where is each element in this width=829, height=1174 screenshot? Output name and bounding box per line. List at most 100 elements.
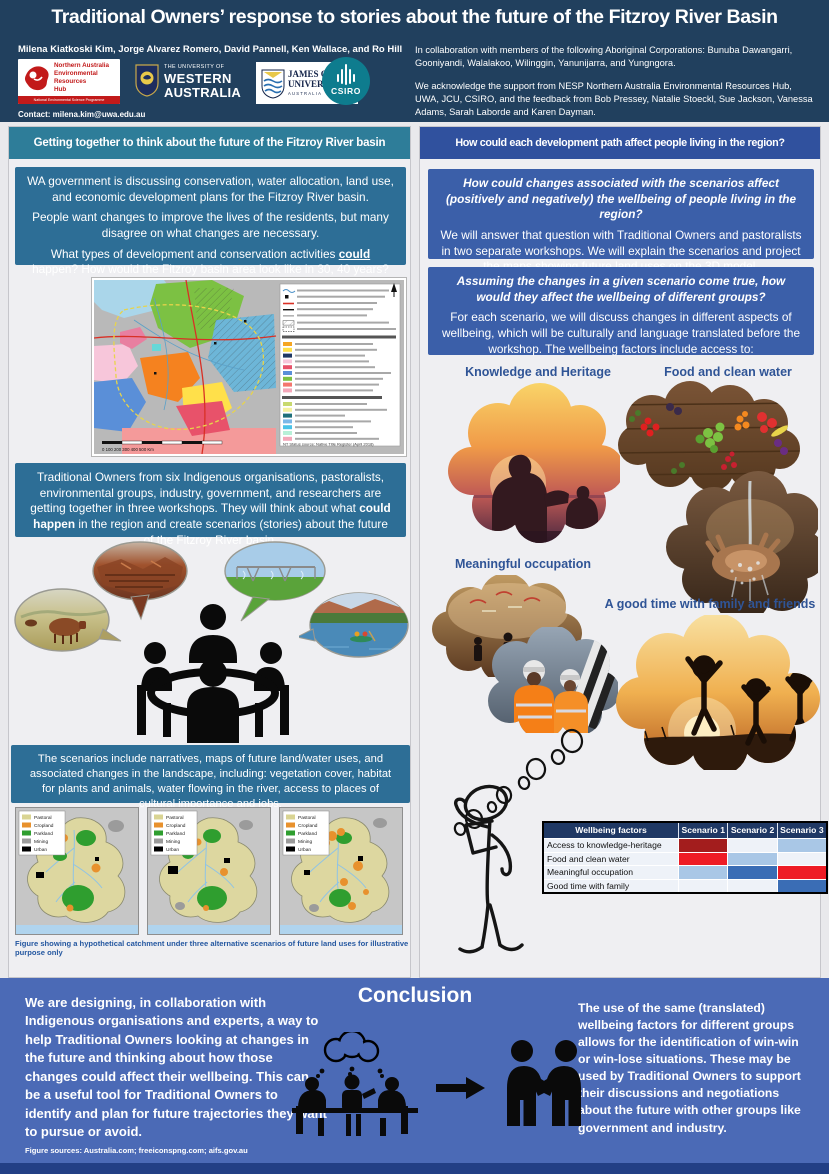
workshop-discussion-icon [292,1032,418,1136]
svg-text:Parkland: Parkland [298,831,317,837]
scenario-map-legend: Pastoral Cropland Parkland Mining Urban [282,810,330,856]
photo-bubble-mining-gorge [92,541,188,621]
svg-text:Mining: Mining [298,839,312,845]
native-title-map: 0 100 200 300 400 500 Km [91,277,407,457]
map-legend: NT Status source: Native Title Register … [279,283,401,447]
scenario-map-legend: Pastoral Cropland Parkland Mining Urban [18,810,66,856]
scenarios-paragraph: The scenarios include narratives, maps o… [29,753,392,810]
thinking-stick-figure [453,784,524,954]
svg-text:Urban: Urban [34,847,47,853]
left-column-heading: Getting together to think about the futu… [9,127,410,159]
collaboration-text: In collaboration with members of the fol… [415,45,793,68]
hub-logo-text: Northern Australia Environmental Resourc… [54,62,110,93]
heat-cell [776,879,826,892]
intro-paragraph-2: People want changes to improve the lives… [32,210,389,241]
heat-cell [678,879,728,892]
nesp-hub-logo: Northern Australia Environmental Resourc… [18,59,120,104]
answer-2: For each scenario, we will discuss chang… [441,310,801,356]
figure-sources: Figure sources: Australia.com; freeicons… [25,1146,248,1155]
jcu-shield-icon [261,69,285,99]
photo-bubble-cattle [14,588,122,652]
heat-cell [678,852,728,865]
csiro-wave-icon [337,64,355,85]
heat-cell [727,879,777,892]
heat-cell [678,866,728,879]
uwa-logo-top: THE UNIVERSITY OF [164,64,225,70]
svg-text:Cropland: Cropland [166,823,186,829]
uwa-logo-mid: WESTERN [164,71,232,86]
svg-text:Pastoral: Pastoral [298,815,316,821]
conclusion-icons [288,1028,581,1138]
right-question-box-1: How could changes associated with the sc… [428,169,814,273]
svg-text:Urban: Urban [166,847,179,853]
csiro-logo-text: CSIRO [331,86,361,96]
food-bush-tucker-photo-cloud [618,381,800,491]
conclusion-left-text: We are designing, in collaboration with … [25,995,327,1140]
table-row: Meaningful occupation [544,865,826,879]
map-source-note: NT Status source: Native Title Register … [283,442,374,447]
svg-text:0 100 200 300: 0 100 200 300 400 500 Km [102,447,154,452]
intro-paragraph-3: What types of development and conservati… [32,246,389,277]
workshops-paragraph: Traditional Owners from six Indigenous o… [30,470,391,547]
heat-cell [678,839,728,852]
handshake-agreement-icon [507,1040,581,1126]
svg-text:Mining: Mining [166,839,180,845]
svg-text:Pastoral: Pastoral [34,815,52,821]
hub-australia-icon [24,66,49,91]
hub-logo-band: National Environmental Science Programme [18,96,120,104]
table-row: Good time with family [544,878,826,892]
table-header-row: Wellbeing factors Scenario 1 Scenario 2 … [544,823,826,838]
jcu-logo-line3: AUSTRALIA [288,91,323,96]
answer-1: We will answer that question with Tradit… [440,228,802,273]
factor-food-heading: Food and clean water [664,365,792,379]
left-column: Getting together to think about the futu… [8,126,411,978]
table-header-factors: Wellbeing factors [544,823,680,838]
family-kids-photo-cloud [616,615,820,770]
map-scale-bar: 0 100 200 300 400 500 Km [102,440,223,452]
wellbeing-factors-table: Wellbeing factors Scenario 1 Scenario 2 … [542,821,828,894]
heat-cell [776,852,826,865]
heat-cell [727,839,777,852]
jcu-logo-line1: JAMES COOK [288,69,349,79]
svg-text:Parkland: Parkland [34,831,53,837]
scenario-map-2: Pastoral Cropland Parkland Mining Urban [147,807,271,935]
acknowledgement-text: We acknowledge the support from NESP Nor… [415,81,813,117]
svg-text:Mining: Mining [34,839,48,845]
photo-bubble-irrigation [224,541,326,622]
heat-cell [776,839,826,852]
table-row: Food and clean water [544,851,826,865]
native-title-map-graphic: 0 100 200 300 400 500 Km [93,279,404,455]
uwa-logo: THE UNIVERSITY OF WESTERN AUSTRALIA [134,60,246,104]
left-workshops-box: Traditional Owners from six Indigenous o… [15,463,406,547]
left-scenarios-box: The scenarios include narratives, maps o… [11,745,410,810]
factor-knowledge-heading: Knowledge and Heritage [465,365,611,379]
csiro-logo: CSIRO [322,57,370,105]
authors-line: Milena Kiatkoski Kim, Jorge Alvarez Rome… [18,44,403,55]
factor-family-heading: A good time with family and friends [604,597,816,611]
photo-bubble-river-canoe [299,592,409,658]
svg-text:Parkland: Parkland [166,831,185,837]
right-column: How could each development path affect p… [419,126,828,978]
svg-text:Cropland: Cropland [34,823,54,829]
bottom-strip [0,1163,829,1174]
scenario-maps-caption: Figure showing a hypothetical catchment … [15,939,409,957]
conclusion-title: Conclusion [357,984,473,1007]
conclusion-band: Conclusion We are designing, in collabor… [0,978,829,1174]
mining-workers-photo-cloud [488,627,618,733]
table-header-scenario-3: Scenario 3 [780,825,824,835]
contact-email: Contact: milena.kim@uwa.edu.au [18,110,146,119]
scenario-map-1: Pastoral Cropland Parkland Mining Urban [15,807,139,935]
poster-title: Traditional Owners’ response to stories … [51,6,778,28]
svg-text:Urban: Urban [298,847,311,853]
svg-text:Cropland: Cropland [298,823,318,829]
header-band: Traditional Owners’ response to stories … [0,0,829,122]
conclusion-right-text: The use of the same (translated) wellbei… [578,1001,801,1135]
question-1: How could changes associated with the sc… [445,176,797,222]
arrow-right-icon [436,1077,485,1099]
uwa-logo-bot: AUSTRALIA [164,85,241,100]
right-question-box-2: Assuming the changes in a given scenario… [428,267,814,356]
right-column-heading: How could each development path affect p… [420,127,820,159]
factor-occupation-heading: Meaningful occupation [454,557,592,571]
heat-cell [727,852,777,865]
